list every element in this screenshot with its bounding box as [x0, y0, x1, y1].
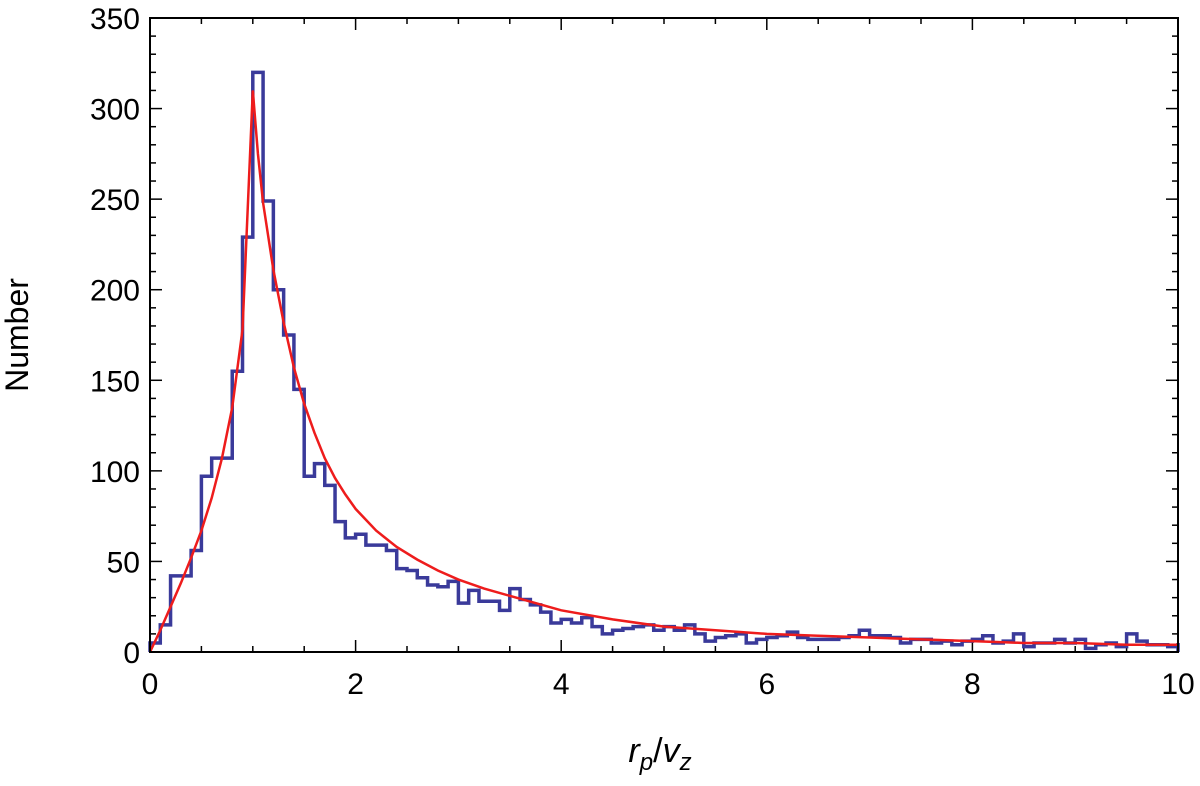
x-axis-title-sub-z: z: [679, 749, 692, 776]
x-axis-title-r: r: [628, 732, 641, 770]
x-axis-title: rp/vz: [628, 732, 691, 776]
x-tick-label: 2: [347, 668, 364, 701]
fit-curve: [148, 90, 1178, 653]
y-tick-label: 50: [107, 546, 140, 579]
x-axis-title-sub-p: p: [639, 749, 653, 776]
x-tick-label: 0: [142, 668, 159, 701]
x-tick-label: 6: [758, 668, 775, 701]
y-axis-title: Number: [0, 278, 35, 392]
x-axis-title-slash: /: [653, 732, 663, 770]
y-tick-label: 300: [90, 94, 140, 127]
y-tick-label: 150: [90, 365, 140, 398]
histogram-steps: [148, 70, 1180, 652]
plot-frame: [149, 17, 1179, 653]
y-tick-label: 0: [123, 637, 140, 670]
x-tick-label: 8: [964, 668, 981, 701]
x-tick-label: 4: [553, 668, 570, 701]
y-tick-label: 200: [90, 275, 140, 308]
axis-ticks: [149, 17, 1179, 653]
x-tick-label: 10: [1161, 668, 1194, 701]
y-tick-label: 250: [90, 184, 140, 217]
y-tick-label: 100: [90, 456, 140, 489]
x-axis-title-v: v: [663, 732, 682, 770]
y-tick-label: 350: [90, 3, 140, 36]
